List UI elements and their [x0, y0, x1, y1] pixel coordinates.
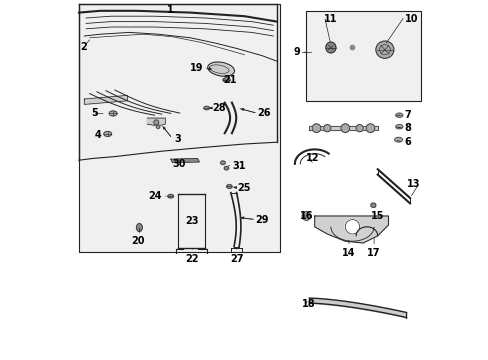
- Bar: [79, 4, 280, 252]
- Text: 20: 20: [131, 236, 145, 246]
- Text: 16: 16: [300, 211, 313, 221]
- Ellipse shape: [395, 125, 402, 129]
- Text: 26: 26: [257, 108, 270, 118]
- Polygon shape: [309, 126, 377, 130]
- Text: 3: 3: [174, 134, 181, 144]
- Bar: [305, 11, 420, 101]
- Circle shape: [355, 125, 363, 132]
- Circle shape: [156, 125, 160, 129]
- Text: 12: 12: [305, 153, 319, 163]
- Ellipse shape: [375, 41, 393, 58]
- Text: 19: 19: [189, 63, 203, 73]
- Circle shape: [349, 45, 354, 50]
- Text: 1: 1: [167, 5, 174, 15]
- Text: 13: 13: [407, 179, 420, 189]
- Ellipse shape: [224, 166, 228, 170]
- Text: 10: 10: [404, 14, 417, 24]
- Text: 27: 27: [230, 254, 244, 264]
- Polygon shape: [84, 95, 127, 104]
- Circle shape: [302, 212, 310, 220]
- Text: 30: 30: [172, 159, 185, 169]
- Circle shape: [153, 120, 159, 125]
- Circle shape: [366, 124, 374, 132]
- Ellipse shape: [109, 111, 117, 116]
- Text: 23: 23: [185, 216, 199, 226]
- Polygon shape: [170, 158, 199, 163]
- Circle shape: [311, 124, 320, 132]
- Polygon shape: [314, 216, 387, 243]
- Ellipse shape: [325, 42, 335, 53]
- Text: 15: 15: [370, 211, 384, 221]
- Text: 7: 7: [404, 110, 410, 120]
- Ellipse shape: [136, 224, 142, 231]
- Text: 4: 4: [95, 130, 102, 140]
- Ellipse shape: [394, 138, 402, 142]
- Text: 22: 22: [185, 254, 199, 264]
- Text: 24: 24: [148, 191, 162, 201]
- Text: 18: 18: [302, 299, 315, 309]
- Ellipse shape: [167, 194, 173, 198]
- Ellipse shape: [395, 113, 402, 117]
- Text: 11: 11: [323, 14, 337, 24]
- Text: 9: 9: [293, 47, 300, 57]
- Text: 8: 8: [404, 123, 411, 133]
- Text: 2: 2: [81, 42, 87, 52]
- Ellipse shape: [203, 106, 209, 110]
- Text: 14: 14: [342, 248, 355, 258]
- Text: 31: 31: [231, 161, 245, 171]
- Ellipse shape: [207, 62, 234, 76]
- Ellipse shape: [223, 78, 230, 82]
- Text: 28: 28: [212, 103, 225, 113]
- Text: 21: 21: [223, 75, 236, 85]
- Text: 6: 6: [404, 137, 410, 147]
- Ellipse shape: [226, 185, 232, 189]
- Text: 25: 25: [237, 183, 250, 193]
- Ellipse shape: [370, 203, 375, 207]
- Polygon shape: [147, 118, 165, 126]
- Circle shape: [345, 220, 359, 234]
- Text: 17: 17: [366, 248, 380, 258]
- Text: 29: 29: [255, 215, 268, 225]
- Circle shape: [323, 125, 330, 132]
- Ellipse shape: [220, 161, 225, 165]
- Ellipse shape: [103, 131, 111, 136]
- Circle shape: [340, 124, 349, 132]
- Text: 5: 5: [91, 108, 98, 118]
